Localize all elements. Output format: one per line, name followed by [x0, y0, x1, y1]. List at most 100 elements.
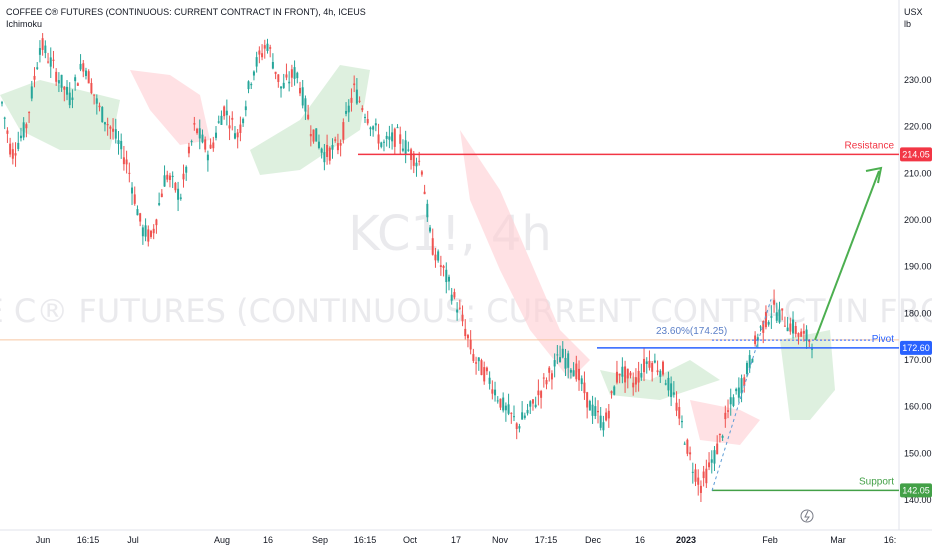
candle-body [55, 71, 58, 82]
candle-body [716, 443, 719, 455]
candle-body [158, 203, 161, 205]
replay-icon[interactable] [800, 509, 814, 523]
y-tick-label: 210.00 [904, 168, 932, 178]
candle-body [231, 117, 234, 120]
candle-body [274, 71, 277, 74]
candle-body [553, 360, 556, 367]
candle-body [607, 410, 610, 419]
candle-body [472, 354, 475, 361]
x-tick-label: Sep [312, 535, 328, 545]
candle-body [762, 321, 765, 333]
kumo-bull [0, 80, 120, 150]
candle-body [727, 410, 730, 412]
candle-body [745, 362, 748, 375]
candle-body [112, 128, 115, 132]
candle-body [407, 149, 410, 151]
candle-body [9, 143, 12, 155]
candle-body [781, 308, 784, 311]
x-tick-label: 17 [451, 535, 461, 545]
candle-body [339, 143, 342, 146]
candle-body [415, 162, 418, 167]
candle-body [193, 123, 196, 125]
candle-body [149, 230, 152, 237]
candle-body [710, 459, 713, 463]
candle-body [133, 194, 136, 204]
candle-body [507, 404, 510, 414]
candle-body [160, 193, 163, 198]
lightning-icon [804, 510, 810, 522]
price-tag-support [900, 483, 932, 498]
x-tick-label: 16: [884, 535, 897, 545]
candle-body [751, 358, 754, 363]
forecast-arrowhead [865, 166, 883, 184]
candle-body [74, 77, 77, 82]
candle-body [141, 227, 144, 237]
candle-body [488, 377, 491, 384]
candle-body [458, 307, 461, 309]
candle-body [469, 339, 472, 350]
x-tick-label: Jun [36, 535, 51, 545]
y-tick-label: 230.00 [904, 75, 932, 85]
candle-body [355, 89, 358, 104]
candle-body [702, 471, 705, 479]
candle-body [418, 160, 421, 162]
candle-body [282, 82, 285, 88]
candle-body [800, 331, 803, 337]
y-tick-label: 180.00 [904, 308, 932, 318]
candle-body [309, 134, 312, 137]
candle-body [320, 148, 323, 153]
symbol-title: COFFEE C® FUTURES (CONTINUOUS: CURRENT C… [6, 7, 366, 17]
candle-body [561, 348, 564, 358]
candle-body [586, 392, 589, 408]
x-tick-label: Jul [127, 535, 139, 545]
candle-body [350, 97, 353, 103]
candle-body [808, 340, 811, 342]
candle-body [602, 422, 605, 431]
candle-body [114, 129, 117, 139]
candle-body [453, 292, 456, 298]
candle-body [442, 265, 445, 268]
candle-body [38, 48, 41, 55]
x-tick-label: Dec [585, 535, 602, 545]
candle-body [66, 86, 69, 95]
candle-body [258, 50, 261, 55]
candle-body [228, 125, 231, 129]
candle-body [461, 314, 464, 322]
candle-body [95, 98, 98, 104]
candles [1, 33, 813, 503]
candle-body [399, 134, 402, 144]
candle-body [521, 412, 524, 420]
candle-body [564, 357, 567, 369]
indicator-label[interactable]: Ichimoku [6, 19, 43, 29]
candle-body [353, 83, 356, 86]
candle-body [759, 326, 762, 328]
price-tag-resistance [900, 147, 932, 162]
chart-header: COFFEE C® FUTURES (CONTINUOUS: CURRENT C… [6, 6, 366, 30]
candle-body [767, 321, 770, 325]
candle-body [76, 83, 79, 86]
candle-body [109, 126, 112, 129]
candle-body [542, 377, 545, 379]
candle-body [101, 107, 104, 123]
candle-body [382, 141, 385, 143]
candle-body [659, 370, 662, 377]
x-tick-label: 16 [263, 535, 273, 545]
candle-body [721, 435, 724, 438]
candle-body [68, 92, 71, 106]
candle-body [404, 140, 407, 154]
candle-body [82, 63, 85, 72]
candle-body [575, 363, 578, 380]
candle-body [678, 407, 681, 419]
candle-body [591, 404, 594, 416]
candle-body [624, 366, 627, 383]
candle-body [33, 75, 36, 80]
candle-body [401, 148, 404, 151]
candle-body [28, 112, 31, 114]
candle-body [797, 333, 800, 337]
candle-body [280, 86, 283, 89]
candle-body [196, 128, 199, 134]
candle-body [331, 145, 334, 150]
candle-body [724, 412, 727, 420]
candle-body [718, 433, 721, 435]
